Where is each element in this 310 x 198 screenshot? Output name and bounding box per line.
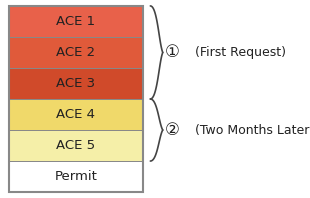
Text: ACE 5: ACE 5 [56, 139, 95, 152]
Bar [9, 99, 143, 130]
Text: ACE 4: ACE 4 [56, 108, 95, 121]
Text: ②: ② [165, 121, 179, 139]
Bar [9, 68, 143, 99]
Text: ACE 1: ACE 1 [56, 15, 95, 28]
Bar [9, 6, 143, 192]
Text: ①: ① [165, 44, 179, 61]
Text: Permit: Permit [55, 170, 97, 183]
Bar [9, 161, 143, 192]
Text: (Two Months Later): (Two Months Later) [195, 124, 310, 136]
Text: (First Request): (First Request) [195, 46, 286, 59]
Bar [9, 6, 143, 37]
Text: ACE 3: ACE 3 [56, 77, 95, 90]
Bar [9, 37, 143, 68]
Bar [9, 130, 143, 161]
Text: ACE 2: ACE 2 [56, 46, 95, 59]
